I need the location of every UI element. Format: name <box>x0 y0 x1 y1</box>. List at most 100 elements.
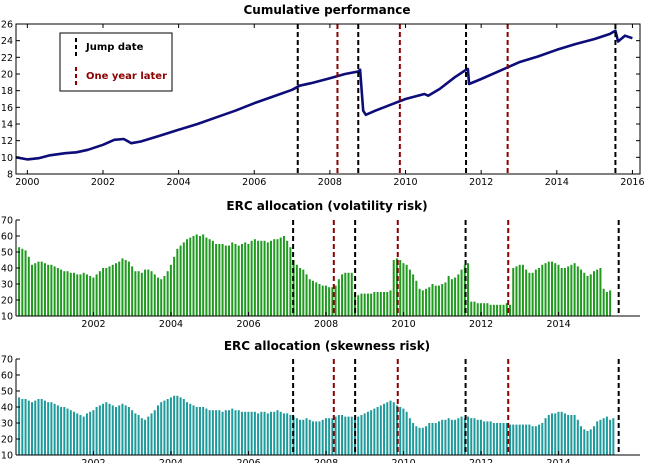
volatility-bar <box>276 239 279 316</box>
volatility-bar <box>570 264 573 316</box>
volatility-panel: 2002 2004 2006 2008 2010 2012 2014 10 20 30 40 50 60… <box>1 216 640 331</box>
skewness-bar <box>247 411 250 455</box>
skewness-bar <box>612 418 615 455</box>
skewness-bar <box>166 399 169 455</box>
skewness-bar <box>460 416 463 455</box>
volatility-bar <box>189 237 192 316</box>
skewness-bar <box>295 418 298 455</box>
volatility-bar <box>82 272 85 316</box>
skewness-bar <box>244 411 247 455</box>
performance-y-tick-label: 14 <box>1 120 13 131</box>
skewness-bar <box>576 419 579 455</box>
performance-x-tick-label: 2002 <box>91 177 115 188</box>
volatility-bar <box>563 268 566 316</box>
performance-ticks: 2000 2002 2004 2006 2008 2010 2012 2014 20168101… <box>1 20 645 189</box>
skewness-bar <box>18 397 21 455</box>
volatility-bar <box>509 304 512 316</box>
volatility-bar <box>244 242 247 316</box>
volatility-bar <box>50 264 53 316</box>
skewness-bar <box>92 410 95 455</box>
volatility-bar <box>334 285 337 316</box>
volatility-bar <box>121 258 124 316</box>
skewness-bar <box>379 405 382 455</box>
volatility-bar <box>318 284 321 316</box>
skewness-bar <box>270 411 273 455</box>
volatility-bar <box>521 264 524 316</box>
volatility-bar <box>299 268 302 316</box>
volatility-bar <box>308 279 311 316</box>
skewness-y-tick-label: 50 <box>1 387 13 398</box>
skewness-bar <box>69 410 72 455</box>
skewness-bar <box>551 413 553 455</box>
volatility-bar <box>260 240 263 316</box>
skewness-bar <box>450 419 453 455</box>
volatility-bar <box>576 266 579 316</box>
volatility-bar <box>37 261 40 316</box>
volatility-bar <box>95 274 98 316</box>
performance-panel: 2000 2002 2004 2006 2008 2010 2012 2014 20168101… <box>1 20 645 189</box>
volatility-bar <box>428 287 431 316</box>
skewness-bar <box>279 411 282 455</box>
volatility-bar <box>250 240 253 316</box>
skewness-bar <box>321 419 324 455</box>
performance-x-tick-label: 2008 <box>318 177 342 188</box>
volatility-bar <box>137 271 140 316</box>
volatility-bar <box>531 272 534 316</box>
skewness-bar <box>160 402 163 455</box>
volatility-x-tick-label: 2002 <box>81 319 105 330</box>
volatility-bar <box>512 268 515 316</box>
volatility-bar <box>321 285 324 316</box>
skewness-bar <box>344 416 347 455</box>
skewness-bar <box>47 402 50 455</box>
volatility-bar <box>179 245 182 316</box>
skewness-bar <box>496 423 499 455</box>
skewness-x-tick-label: 2004 <box>159 458 183 463</box>
volatility-bar <box>379 292 382 316</box>
volatility-bar <box>344 272 347 316</box>
skewness-bar <box>98 405 101 455</box>
skewness-bar <box>76 413 79 455</box>
skewness-bar <box>437 421 440 455</box>
volatility-bar <box>580 269 583 316</box>
volatility-bar <box>366 293 369 316</box>
volatility-bar <box>360 293 363 316</box>
skewness-bar <box>392 402 395 455</box>
skewness-bar <box>570 415 573 455</box>
skewness-bar <box>305 418 308 455</box>
skewness-bar <box>253 411 256 455</box>
volatility-bar <box>60 269 63 316</box>
skewness-bar <box>412 423 415 455</box>
volatility-bar <box>221 244 224 316</box>
skewness-bar <box>470 418 473 455</box>
skewness-bar <box>486 421 489 455</box>
skewness-bar <box>31 402 34 455</box>
volatility-ticks: 2002 2004 2006 2008 2010 2012 2014 10 20 30 40 50 60… <box>1 216 571 331</box>
volatility-bar <box>515 266 518 316</box>
performance-x-tick-label: 2006 <box>242 177 266 188</box>
volatility-bar <box>331 287 334 316</box>
volatility-bar <box>195 234 198 316</box>
volatility-x-tick-label: 2004 <box>159 319 183 330</box>
skewness-bar <box>531 426 534 455</box>
skewness-bar <box>357 416 360 455</box>
skewness-bar <box>534 426 537 455</box>
skewness-bar <box>273 411 276 455</box>
volatility-bar <box>547 261 550 316</box>
skewness-bar <box>286 413 289 455</box>
volatility-bar <box>541 264 544 316</box>
volatility-bar <box>140 272 143 316</box>
volatility-bar <box>421 290 424 316</box>
volatility-bar <box>24 250 27 316</box>
skewness-panel: 2002 2004 2006 2008 2010 2012 2014 10 20 30 40 50 60… <box>1 355 640 463</box>
skewness-bar <box>463 418 466 455</box>
skewness-bar <box>198 407 201 455</box>
volatility-bar <box>534 269 537 316</box>
skewness-bar <box>331 418 334 455</box>
performance-line <box>15 29 633 161</box>
volatility-bar <box>602 288 605 316</box>
volatility-bar <box>169 264 172 316</box>
volatility-bar <box>315 282 318 316</box>
volatility-bar <box>431 284 434 316</box>
skewness-bar <box>127 407 130 455</box>
skewness-bar <box>195 407 198 455</box>
